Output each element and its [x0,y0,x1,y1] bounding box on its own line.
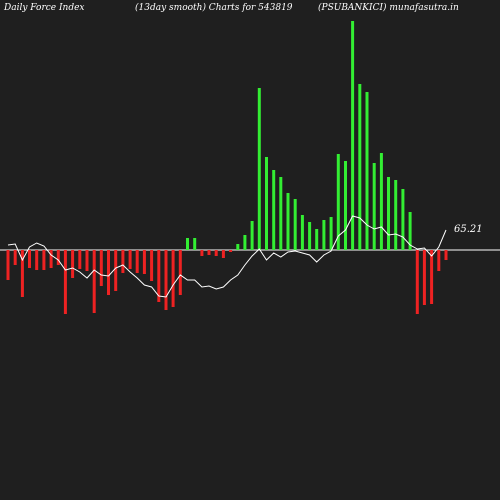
force-bar [408,212,412,250]
force-bar [85,250,89,271]
force-bar [99,250,103,286]
force-bar [257,88,261,250]
force-bar [344,161,347,250]
smoothed-line [7,215,447,298]
force-bar [250,221,254,250]
force-bar [336,154,340,250]
force-bar [157,250,161,302]
force-bar [142,250,146,274]
force-bar [387,177,390,250]
force-bar [221,250,225,258]
force-bar [401,189,405,250]
force-bar [422,250,426,305]
force-bar [207,250,211,255]
force-bar [178,250,182,295]
force-bar [243,235,247,250]
force-bar [13,250,17,265]
force-bar [315,229,319,250]
force-bar [186,238,189,250]
force-bar [300,215,304,250]
force-bar [430,250,434,304]
force-bar [272,170,276,250]
force-bar [379,153,383,250]
force-bar [20,250,24,297]
force-bar [279,177,283,250]
force-bar [229,250,233,252]
force-bar [42,250,46,270]
force-bar [92,250,96,313]
force-bar [415,250,419,314]
force-bar [265,157,268,250]
force-bar [150,250,154,281]
force-bar [193,238,197,250]
chart-subtitle: (13day smooth) Charts for 543819 [135,3,293,13]
force-bar [6,250,10,280]
force-bar [164,250,168,310]
force-bar [78,250,82,269]
force-bar [171,250,175,307]
force-bar [28,250,31,268]
last-value-label: 65.21 [454,224,483,235]
force-bar [437,250,441,271]
force-bar [329,217,333,250]
force-bar [444,250,448,260]
force-bar [49,250,53,268]
force-bar [35,250,39,270]
force-bar [121,250,125,273]
bar-series [6,21,448,314]
force-bar [365,92,369,250]
force-bar [358,84,362,250]
force-bar [394,180,398,250]
force-bar [71,250,75,278]
force-bar [63,250,67,314]
chart-source: (PSUBANKICI) munafasutra.in [318,3,459,13]
force-bar [114,250,118,291]
force-bar [200,250,204,256]
force-bar [236,244,240,250]
force-bar [372,163,376,250]
force-bar [322,220,326,250]
force-bar [135,250,139,273]
force-bar [56,250,60,265]
force-bar [351,21,355,250]
force-bar [107,250,110,295]
force-bar [128,250,132,269]
force-bar [293,199,297,250]
chart-title: Daily Force Index [4,3,85,13]
force-bar [286,193,290,250]
force-bar [308,222,312,250]
force-bar [214,250,218,256]
